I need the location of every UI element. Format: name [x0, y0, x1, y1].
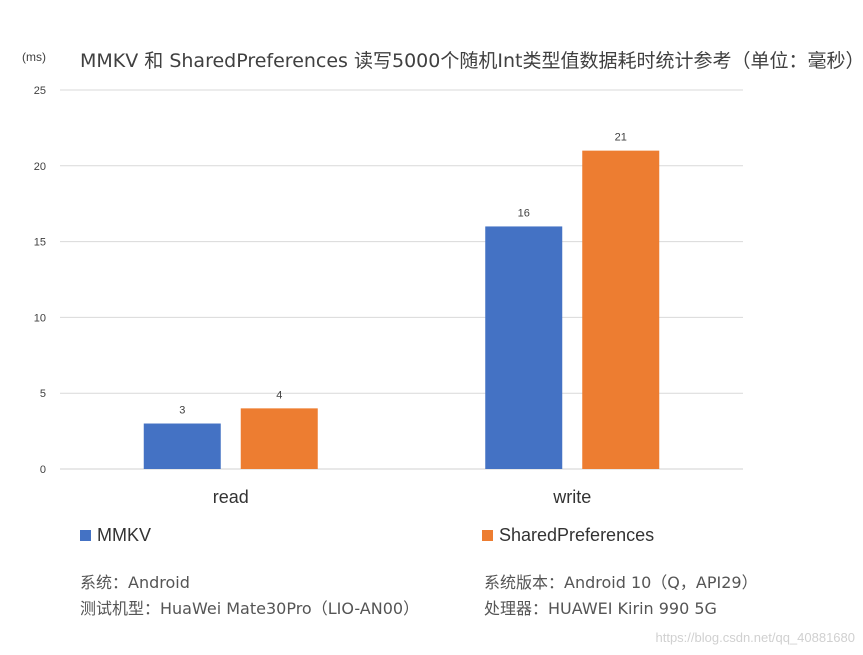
- y-tick-label: 15: [34, 237, 46, 249]
- y-unit-label: (ms): [22, 50, 46, 64]
- x-category-label: write: [552, 487, 591, 507]
- bar-mmkv-write: [485, 226, 563, 469]
- bar-mmkv-read: [143, 423, 221, 469]
- x-category-label: read: [213, 487, 249, 507]
- note-system: 系统：Android: [80, 573, 190, 592]
- bar-sharedpreferences-write: [582, 150, 660, 469]
- bar-sharedpreferences-read: [240, 408, 318, 469]
- data-label: 3: [179, 405, 185, 417]
- watermark: https://blog.csdn.net/qq_40881680: [655, 630, 856, 645]
- y-tick-label: 0: [40, 464, 46, 476]
- chart-title: MMKV 和 SharedPreferences 读写5000个随机Int类型值…: [80, 50, 863, 72]
- data-label: 4: [276, 389, 282, 401]
- note-processor: 处理器：HUAWEI Kirin 990 5G: [484, 599, 717, 618]
- y-tick-label: 25: [34, 85, 46, 97]
- y-tick-label: 20: [34, 161, 46, 173]
- chart-plot: 0 5 10 15 20 25 3 4 read 16 21 write: [34, 85, 743, 507]
- legend-label-mmkv: MMKV: [97, 525, 151, 545]
- legend-item-sharedpreferences: SharedPreferences: [482, 525, 654, 546]
- legend-swatch-sharedpreferences: [482, 530, 493, 541]
- legend-label-sharedpreferences: SharedPreferences: [499, 525, 655, 545]
- note-device: 测试机型：HuaWei Mate30Pro（LIO-AN00）: [80, 599, 420, 618]
- y-tick-label: 5: [40, 388, 46, 400]
- legend-item-mmkv: MMKV: [80, 525, 151, 546]
- y-tick-label: 10: [34, 312, 46, 324]
- legend-swatch-mmkv: [80, 530, 91, 541]
- note-system-version: 系统版本：Android 10（Q，API29）: [484, 573, 758, 592]
- data-label: 16: [518, 207, 530, 219]
- data-label: 21: [615, 132, 627, 144]
